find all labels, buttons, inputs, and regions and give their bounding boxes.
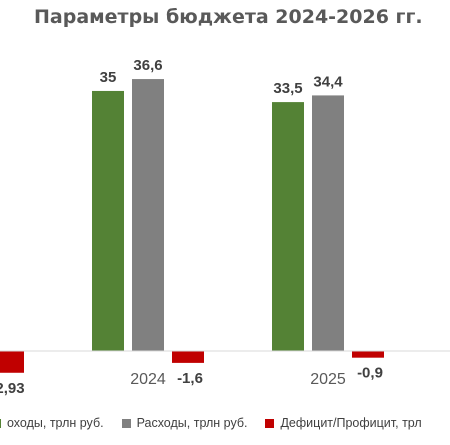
x-tick-label-2025: 2025 xyxy=(310,371,346,388)
legend-label-deficit: Дефицит/Профицит, трл xyxy=(280,416,422,430)
legend-item-deficit: Дефицит/Профицит, трл xyxy=(265,416,422,430)
bar-deficit-2023 xyxy=(0,351,24,373)
legend-item-income: оходы, трлн руб. xyxy=(0,416,104,430)
legend-label-income: оходы, трлн руб. xyxy=(7,416,104,430)
legend-swatch-income xyxy=(0,418,1,428)
legend-swatch-expenses xyxy=(121,418,131,428)
legend-label-expenses: Расходы, трлн руб. xyxy=(136,416,248,430)
data-label-deficit-2024: -1,6 xyxy=(177,370,203,387)
data-label-income-2024: 35 xyxy=(100,69,117,86)
bars-layer xyxy=(0,79,384,373)
labels-layer: 2,93 35 36,6 -1,6 2024 33,5 34,4 -0,9 2025 xyxy=(0,57,383,397)
bar-income-2025 xyxy=(272,102,304,351)
chart-title: Параметры бюджета 2024-2026 гг. xyxy=(34,6,423,28)
bar-income-2024 xyxy=(92,90,124,351)
bar-deficit-2025 xyxy=(352,351,384,358)
legend-item-expenses: Расходы, трлн руб. xyxy=(121,416,248,430)
data-label-expenses-2025: 34,4 xyxy=(313,73,343,90)
data-label-deficit-2023: 2,93 xyxy=(0,380,25,397)
legend: оходы, трлн руб. Расходы, трлн руб. Дефи… xyxy=(0,414,440,432)
x-tick-label-2024: 2024 xyxy=(130,371,166,388)
bar-deficit-2024 xyxy=(172,351,204,363)
bar-expenses-2024 xyxy=(132,79,164,351)
legend-swatch-deficit xyxy=(265,418,275,428)
data-label-income-2025: 33,5 xyxy=(273,80,302,97)
bar-expenses-2025 xyxy=(312,95,344,352)
data-label-deficit-2025: -0,9 xyxy=(357,365,383,382)
data-label-expenses-2024: 36,6 xyxy=(133,57,162,74)
